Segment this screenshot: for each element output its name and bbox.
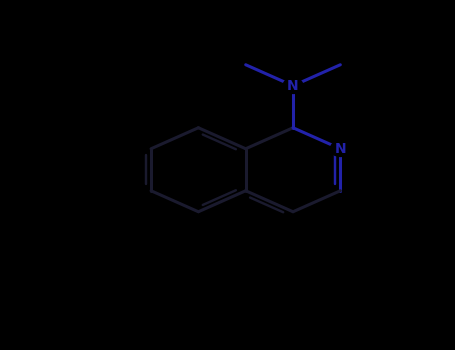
Circle shape bbox=[330, 141, 350, 156]
Text: N: N bbox=[334, 142, 346, 156]
Circle shape bbox=[283, 78, 303, 93]
Text: N: N bbox=[287, 79, 299, 93]
